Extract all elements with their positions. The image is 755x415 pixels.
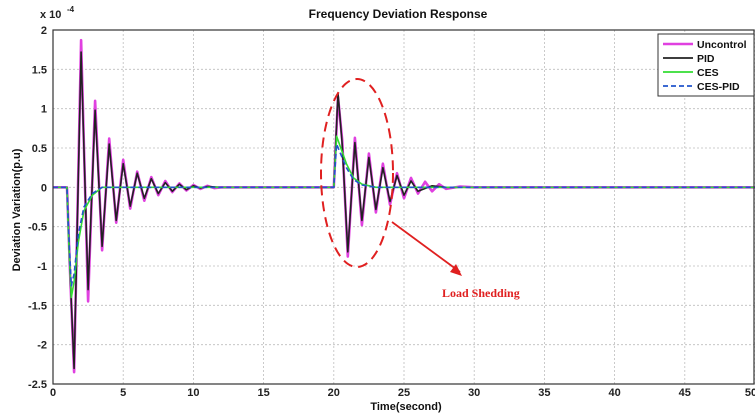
y-tick-label: -2.5 bbox=[28, 379, 47, 391]
y-tick-label: -1 bbox=[37, 261, 47, 273]
x-tick-label: 0 bbox=[50, 387, 56, 399]
x-tick-label: 5 bbox=[120, 387, 126, 399]
series-line-ces bbox=[53, 135, 755, 299]
legend: Uncontrol PID CES CES-PID bbox=[657, 33, 755, 97]
y-axis-label: Deviation Variation(p.u) bbox=[11, 148, 23, 271]
y-tick-label: -1.5 bbox=[28, 300, 47, 312]
y-tick-label: 2 bbox=[41, 25, 47, 37]
x-tick-label: 45 bbox=[679, 387, 691, 399]
legend-label: CES bbox=[697, 67, 719, 79]
plot-frame bbox=[52, 29, 755, 385]
x-tick-label: 10 bbox=[187, 387, 199, 399]
y-exponent-label: x 10 bbox=[40, 9, 61, 21]
legend-label: CES-PID bbox=[697, 81, 740, 93]
annotation-arrow-line bbox=[391, 221, 461, 273]
y-tick-label: -2 bbox=[37, 340, 47, 352]
x-tick-label: 20 bbox=[328, 387, 340, 399]
y-exponent-power: -4 bbox=[67, 5, 75, 14]
x-tick-label: 15 bbox=[257, 387, 269, 399]
annotation-ellipse bbox=[320, 78, 394, 268]
y-tick-label: 1 bbox=[41, 104, 47, 116]
chart-title: Frequency Deviation Response bbox=[309, 7, 488, 21]
x-tick-label: 35 bbox=[538, 387, 550, 399]
x-tick-label: 25 bbox=[398, 387, 410, 399]
x-tick-label: 40 bbox=[608, 387, 620, 399]
annotation: Load Shedding bbox=[320, 78, 520, 300]
axis-ticks: 0 5 10 15 20 25 30 35 40 45 50 2 1.5 1 0.5 0 -0.5 -1 -1.5 -… bbox=[28, 25, 755, 399]
y-tick-label: 1.5 bbox=[32, 64, 47, 76]
legend-label: PID bbox=[697, 53, 715, 65]
y-tick-label: -0.5 bbox=[28, 222, 47, 234]
annotation-text: Load Shedding bbox=[442, 286, 520, 300]
x-tick-label: 30 bbox=[468, 387, 480, 399]
x-axis-label: Time(second) bbox=[370, 401, 442, 413]
annotation-arrow-head bbox=[450, 264, 462, 276]
legend-label: Uncontrol bbox=[697, 39, 747, 51]
y-tick-label: 0.5 bbox=[32, 143, 47, 155]
y-tick-label: 0 bbox=[41, 182, 47, 194]
x-tick-label: 50 bbox=[745, 387, 755, 399]
